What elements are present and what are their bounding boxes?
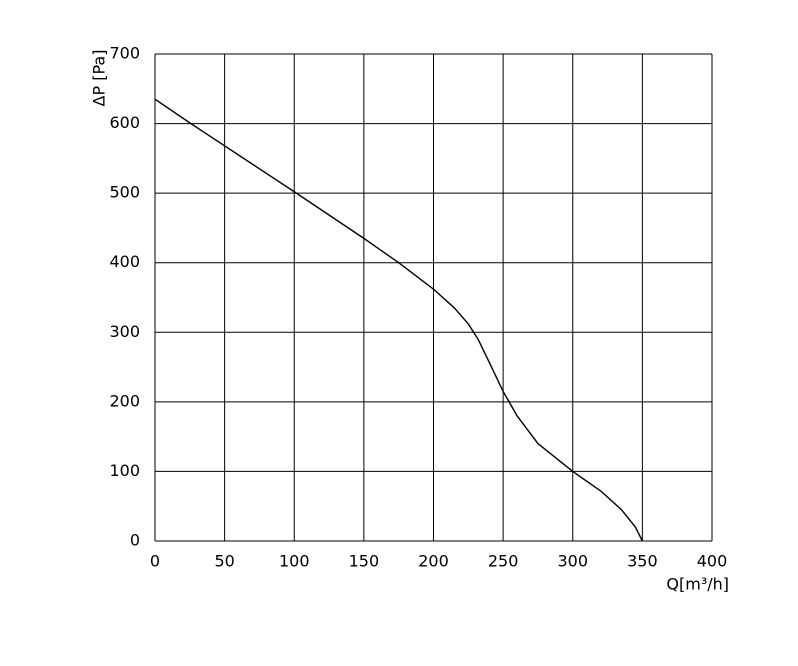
x-tick-label: 200 xyxy=(418,552,449,571)
y-tick-label: 0 xyxy=(130,531,140,550)
y-tick-label: 400 xyxy=(109,252,140,271)
x-tick-label: 50 xyxy=(214,552,234,571)
y-tick-label: 100 xyxy=(109,461,140,480)
y-tick-label: 300 xyxy=(109,322,140,341)
x-tick-label: 400 xyxy=(697,552,728,571)
y-tick-label: 700 xyxy=(109,44,140,63)
x-tick-label: 300 xyxy=(557,552,588,571)
curve xyxy=(154,98,644,542)
x-axis-label: Q[m³/h] xyxy=(666,575,729,594)
x-tick-label: 0 xyxy=(150,552,160,571)
y-tick-label: 600 xyxy=(109,113,140,132)
x-tick-label: 150 xyxy=(349,552,380,571)
x-tick-label: 350 xyxy=(627,552,658,571)
x-tick-label: 100 xyxy=(279,552,310,571)
x-tick-label: 250 xyxy=(488,552,519,571)
y-tick-label: 500 xyxy=(109,183,140,202)
y-tick-label: 200 xyxy=(109,391,140,410)
y-axis-label: ΔP [Pa] xyxy=(90,50,109,107)
